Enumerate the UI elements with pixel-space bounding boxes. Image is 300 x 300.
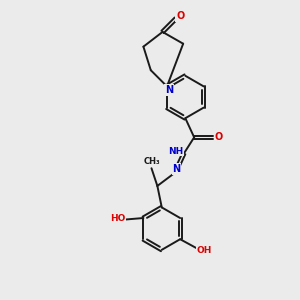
Text: O: O bbox=[176, 11, 184, 21]
Text: CH₃: CH₃ bbox=[143, 157, 160, 166]
Text: N: N bbox=[172, 164, 181, 174]
Text: HO: HO bbox=[110, 214, 125, 223]
Text: O: O bbox=[214, 132, 223, 142]
Text: OH: OH bbox=[197, 246, 212, 255]
Text: N: N bbox=[165, 85, 173, 95]
Text: NH: NH bbox=[168, 147, 183, 156]
